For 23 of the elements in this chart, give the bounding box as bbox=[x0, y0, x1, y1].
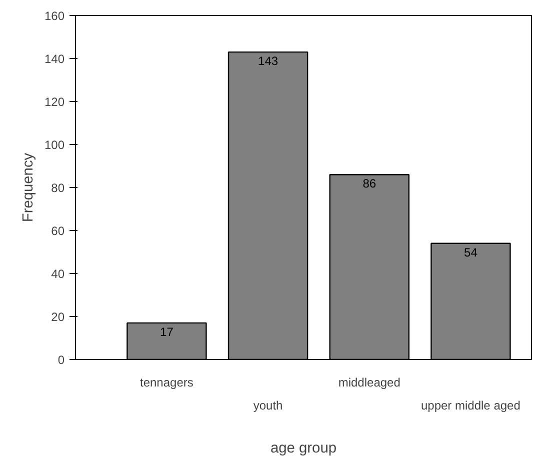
data-label: 86 bbox=[362, 176, 376, 191]
y-tick-label: 140 bbox=[44, 52, 65, 66]
y-axis-title: Frequency bbox=[20, 152, 36, 222]
y-tick-label: 0 bbox=[58, 353, 65, 367]
y-tick-label: 160 bbox=[44, 9, 65, 23]
data-label: 54 bbox=[464, 245, 478, 260]
y-tick-label: 60 bbox=[51, 224, 65, 238]
y-tick-label: 100 bbox=[44, 138, 65, 152]
bar bbox=[430, 242, 511, 360]
data-label: 17 bbox=[160, 324, 174, 339]
x-axis-title: age group bbox=[270, 440, 337, 456]
bar bbox=[329, 174, 410, 360]
y-tick-label: 20 bbox=[51, 310, 65, 324]
y-tick-label: 40 bbox=[51, 267, 65, 281]
bar bbox=[126, 322, 207, 360]
x-tick-label: tennagers bbox=[140, 376, 194, 390]
y-tick-label: 80 bbox=[51, 181, 65, 195]
x-tick-label: youth bbox=[253, 398, 283, 412]
y-tick-label: 120 bbox=[44, 95, 65, 109]
data-label: 143 bbox=[258, 54, 278, 68]
bar bbox=[228, 51, 308, 360]
x-tick-label: middleaged bbox=[338, 376, 400, 390]
x-tick-label: upper middle aged bbox=[421, 398, 520, 412]
